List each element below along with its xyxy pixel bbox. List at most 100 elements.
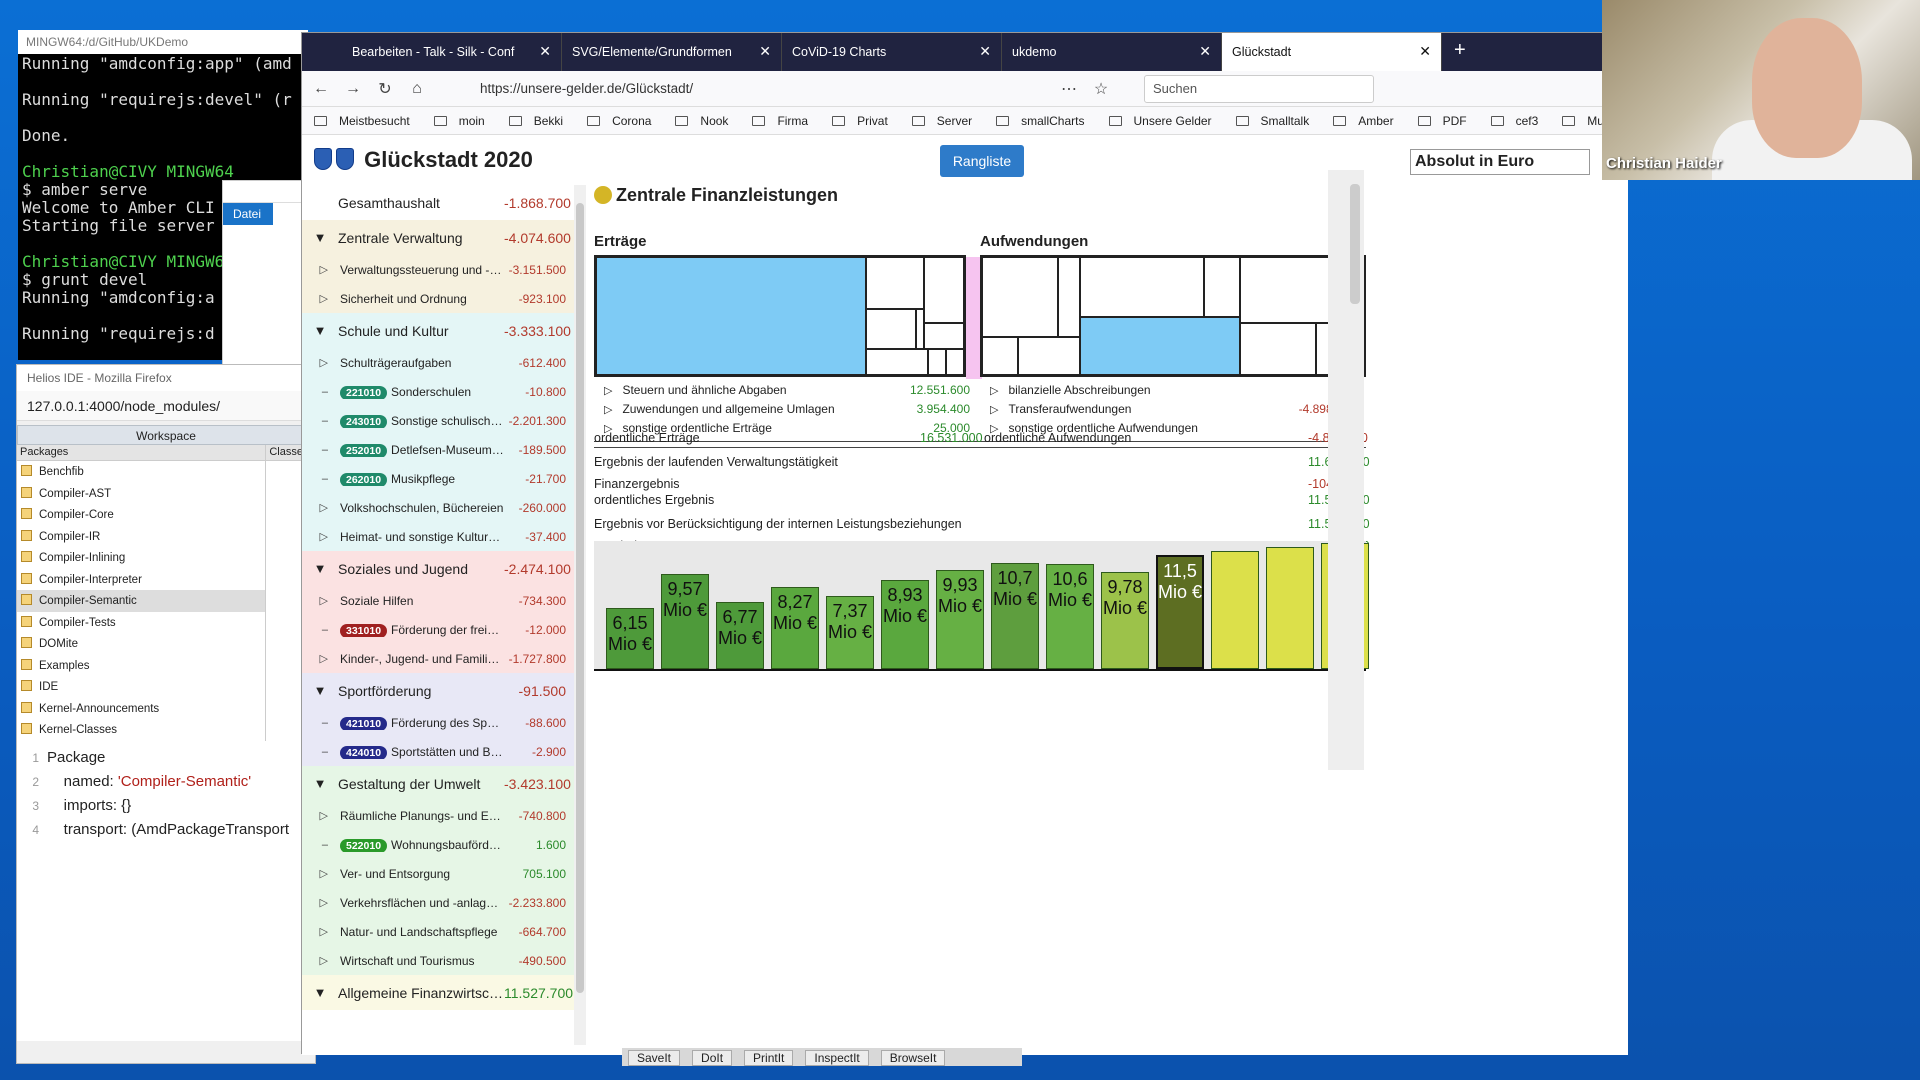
budget-row[interactable]: ▼ Allgemeine Finanzwirtschaft 11.527.700 (302, 975, 574, 1010)
package-item[interactable]: DOMite (17, 633, 266, 655)
code-editor[interactable]: 1 Package 2 named: 'Compiler-Semantic' 3 im… (17, 740, 315, 1041)
expand-triangle-icon[interactable]: – (321, 443, 328, 456)
mode-select[interactable]: Absolut in Euro (1410, 149, 1590, 175)
package-item[interactable]: IDE (17, 676, 266, 698)
ide-action-button[interactable]: InspectIt (805, 1050, 869, 1066)
budget-row[interactable]: ▷ Räumliche Planungs- und Entwicklun... -7… (302, 801, 574, 830)
history-bar[interactable]: 6,77 Mio € (716, 602, 764, 669)
budget-row[interactable]: ▷ Verkehrsflächen und -anlagen, ÖPNV -2.23… (302, 888, 574, 917)
bookmark-item[interactable]: Amber (1333, 114, 1405, 128)
expand-triangle-icon[interactable]: ▷ (319, 810, 328, 822)
budget-row[interactable]: ▷ Natur- und Landschaftspflege -664.700 (302, 917, 574, 946)
bookmark-item[interactable]: Privat (832, 114, 900, 128)
browser-tab[interactable]: Bearbeiten - Talk - Silk - Conf ✕ (342, 33, 562, 71)
ertraege-treemap[interactable] (594, 255, 982, 379)
budget-row[interactable]: ▷ Wirtschaft und Tourismus -490.500 (302, 946, 574, 975)
account-line[interactable]: ▷ Steuern und ähnliche Abgaben 12.551.600 (594, 383, 974, 402)
expand-triangle-icon[interactable]: – (321, 745, 328, 758)
browser-tab[interactable]: SVG/Elemente/Grundformen ✕ (562, 33, 782, 71)
account-line[interactable]: ▷Transferaufwendungen-4.898.700 (980, 402, 1360, 421)
budget-row[interactable]: ▷ Heimat- und sonstige Kulturpflege -37.40… (302, 522, 574, 551)
close-icon[interactable]: ✕ (1199, 43, 1211, 59)
back-icon[interactable]: ← (313, 79, 329, 97)
expand-triangle-icon[interactable]: ▷ (319, 868, 328, 880)
expand-triangle-icon[interactable]: ▷ (990, 385, 999, 397)
budget-row[interactable]: ▼ Sportförderung -91.500 (302, 673, 574, 708)
expand-triangle-icon[interactable]: – (321, 414, 328, 427)
package-item[interactable]: Compiler-Inlining (17, 547, 266, 569)
bookmark-item[interactable]: Meistbesucht (314, 114, 422, 128)
ide-action-button[interactable]: DoIt (692, 1050, 733, 1066)
package-item[interactable]: Compiler-Core (17, 504, 266, 526)
history-bar[interactable]: 7,37 Mio € (826, 596, 874, 669)
expand-triangle-icon[interactable]: ▷ (319, 357, 328, 369)
bookmark-item[interactable]: moin (433, 114, 497, 128)
bookmark-item[interactable]: Bekki (508, 114, 575, 128)
expand-triangle-icon[interactable]: ▷ (319, 595, 328, 607)
expand-triangle-icon[interactable]: ▷ (319, 926, 328, 938)
budget-row[interactable]: ▷ Soziale Hilfen -734.300 (302, 586, 574, 615)
budget-row[interactable]: –424010 Sportstätten und Bäder -2.900 (302, 737, 574, 766)
bookmark-item[interactable]: Smalltalk (1235, 114, 1322, 128)
more-icon[interactable]: ⋯ (1061, 80, 1077, 98)
reload-icon[interactable]: ↻ (378, 80, 392, 98)
bookmark-item[interactable]: Nook (675, 114, 740, 128)
bookmark-item[interactable]: smallCharts (996, 114, 1096, 128)
collapse-triangle-icon[interactable]: ▼ (313, 561, 327, 576)
ide-action-button[interactable]: SaveIt (628, 1050, 681, 1066)
expand-triangle-icon[interactable]: ▷ (319, 955, 328, 967)
budget-row[interactable]: –421010 Förderung des Sports -88.600 (302, 708, 574, 737)
budget-row[interactable]: ▷ Schulträgeraufgaben -612.400 (302, 348, 574, 377)
budget-row[interactable]: ▼ Schule und Kultur -3.333.100 (302, 313, 574, 348)
bookmark-star-icon[interactable]: ☆ (1093, 80, 1109, 98)
bookmark-item[interactable]: cef3 (1490, 114, 1551, 128)
budget-row[interactable]: ▼ Gestaltung der Umwelt -3.423.100 (302, 766, 574, 801)
history-bar[interactable]: 6,15 Mio € (606, 608, 654, 669)
package-item[interactable]: Kernel-Classes (17, 719, 266, 741)
expand-triangle-icon[interactable]: – (321, 472, 328, 485)
close-icon[interactable]: ✕ (759, 43, 771, 59)
history-bar[interactable]: 8,27 Mio € (771, 587, 819, 669)
expand-triangle-icon[interactable]: ▷ (604, 385, 613, 397)
expand-triangle-icon[interactable]: ▷ (319, 264, 328, 276)
account-line[interactable]: ▷bilanzielle Abschreibungen0 (980, 383, 1360, 402)
history-bar[interactable]: 8,93 Mio € (881, 580, 929, 669)
url-bar[interactable]: https://unsere-gelder.de/Glückstadt/ (480, 80, 694, 96)
forward-icon[interactable]: → (345, 79, 361, 97)
account-line[interactable]: ▷ sonstige ordentliche Erträge 25.000 (594, 421, 974, 440)
expand-triangle-icon[interactable]: ▷ (990, 423, 999, 435)
history-bar[interactable]: 9,78 Mio € (1101, 572, 1149, 669)
budget-row[interactable]: ▷ Volkshochschulen, Büchereien -260.000 (302, 493, 574, 522)
file-explorer-window[interactable]: Datei (222, 180, 312, 365)
bookmark-item[interactable]: Firma (752, 114, 820, 128)
treemap-cell-transfer[interactable] (1080, 317, 1240, 375)
side-scrollbar[interactable] (1328, 170, 1364, 770)
collapse-triangle-icon[interactable]: ▼ (313, 230, 327, 245)
bookmark-item[interactable]: PDF (1417, 114, 1479, 128)
explorer-file-tab[interactable]: Datei (223, 203, 273, 225)
budget-row[interactable]: Gesamthaushalt -1.868.700 (302, 185, 574, 220)
budget-row[interactable]: ▼ Soziales und Jugend -2.474.100 (302, 551, 574, 586)
expand-triangle-icon[interactable]: ▷ (319, 897, 328, 909)
browser-tab[interactable]: CoViD-19 Charts ✕ (782, 33, 1002, 71)
expand-triangle-icon[interactable]: ▷ (319, 531, 328, 543)
package-item[interactable]: Benchfib (17, 461, 266, 483)
collapse-triangle-icon[interactable]: ▼ (313, 985, 327, 1000)
collapse-triangle-icon[interactable]: ▼ (313, 683, 327, 698)
close-icon[interactable]: ✕ (979, 43, 991, 59)
package-item[interactable]: Compiler-AST (17, 482, 266, 504)
account-line[interactable]: ▷ Zuwendungen und allgemeine Umlagen 3.954… (594, 402, 974, 421)
helios-ide-window[interactable]: Helios IDE - Mozilla Firefox 127.0.0.1:4… (16, 364, 316, 1064)
ide-action-button[interactable]: BrowseIt (880, 1050, 946, 1066)
expand-triangle-icon[interactable]: – (321, 385, 328, 398)
browser-tab[interactable]: Glückstadt ✕ (1222, 33, 1442, 71)
list-scrollbar[interactable] (574, 185, 586, 1045)
search-input[interactable]: Suchen (1144, 74, 1374, 103)
history-bar[interactable] (1266, 547, 1314, 669)
expand-triangle-icon[interactable]: – (321, 623, 328, 636)
helios-url[interactable]: 127.0.0.1:4000/node_modules/ (17, 391, 315, 421)
expand-triangle-icon[interactable]: ▷ (604, 404, 613, 416)
expand-triangle-icon[interactable]: – (321, 716, 328, 729)
